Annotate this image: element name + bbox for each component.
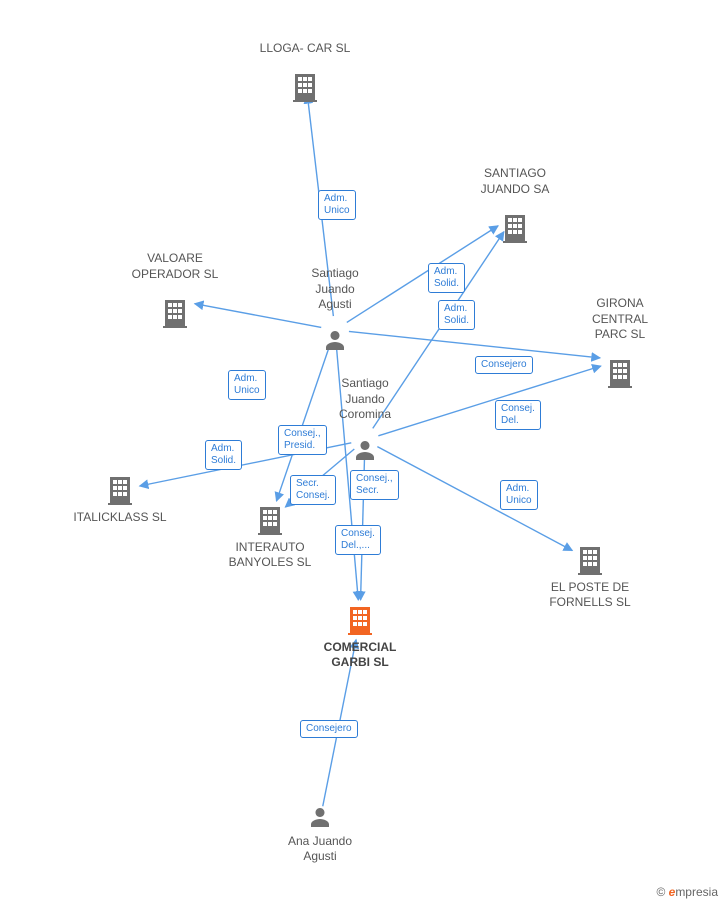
edge-label-s_agusti-lloga: Adm. Unico <box>318 190 356 220</box>
node-italick[interactable]: ITALICKLASS SL <box>60 475 180 525</box>
node-label: COMERCIAL GARBI SL <box>300 640 420 671</box>
copyright-symbol: © <box>656 885 665 899</box>
edge-label-s_coromina-garbi: Consej., Secr. <box>350 470 399 500</box>
node-elposte[interactable]: EL POSTE DE FORNELLS SL <box>530 545 650 611</box>
building-icon <box>161 298 189 328</box>
node-label: SANTIAGO JUANDO SA <box>455 166 575 197</box>
edge-label-s_agusti-valoare: Adm. Unico <box>228 370 266 400</box>
node-label: Santiago Juando Coromina <box>305 376 425 423</box>
node-garbi[interactable]: COMERCIAL GARBI SL <box>300 605 420 671</box>
edge-label-s_agusti-girona: Consejero <box>475 356 533 374</box>
diagram-canvas: LLOGA- CAR SL SANTIAGO JUANDO SA VALOARE… <box>0 0 728 905</box>
edge-label-s_coromina-interauto: Secr. Consej. <box>290 475 336 505</box>
footer-watermark: © empresia <box>656 885 718 899</box>
building-icon <box>256 505 284 535</box>
node-girona[interactable]: GIRONA CENTRAL PARC SL <box>560 296 680 393</box>
edge-label-s_coromina-elposte: Adm. Unico <box>500 480 538 510</box>
edge-label-s_coromina-girona: Consej. Del. <box>495 400 541 430</box>
building-icon <box>106 475 134 505</box>
person-icon <box>323 328 347 352</box>
node-valoare[interactable]: VALOARE OPERADOR SL <box>115 251 235 332</box>
person-icon <box>353 438 377 462</box>
node-label: ITALICKLASS SL <box>60 510 180 526</box>
node-s_agusti[interactable]: Santiago Juando Agusti <box>275 266 395 357</box>
edge-label-ana-garbi: Consejero <box>300 720 358 738</box>
node-label: LLOGA- CAR SL <box>245 41 365 57</box>
building-icon <box>576 545 604 575</box>
edge-label-s_coromina-santiago_sa: Adm. Solid. <box>438 300 475 330</box>
building-icon <box>291 72 319 102</box>
node-label: Ana Juando Agusti <box>260 834 380 865</box>
node-label: EL POSTE DE FORNELLS SL <box>530 580 650 611</box>
node-label: VALOARE OPERADOR SL <box>115 251 235 282</box>
node-label: INTERAUTO BANYOLES SL <box>210 540 330 571</box>
building-icon <box>501 213 529 243</box>
building-icon <box>606 358 634 388</box>
person-icon <box>308 805 332 829</box>
node-ana[interactable]: Ana Juando Agusti <box>260 805 380 865</box>
node-interauto[interactable]: INTERAUTO BANYOLES SL <box>210 505 330 571</box>
edge-label-s_agusti-interauto: Consej., Presid. <box>278 425 327 455</box>
node-santiago_sa[interactable]: SANTIAGO JUANDO SA <box>455 166 575 247</box>
edge-label-s_agusti-santiago_sa: Adm. Solid. <box>428 263 465 293</box>
node-label: GIRONA CENTRAL PARC SL <box>560 296 680 343</box>
node-label: Santiago Juando Agusti <box>275 266 395 313</box>
edge-label-s_agusti-garbi: Consej. Del.,... <box>335 525 381 555</box>
edge-label-s_coromina-italick: Adm. Solid. <box>205 440 242 470</box>
building-icon <box>346 605 374 635</box>
brand-rest: mpresia <box>675 885 718 899</box>
node-lloga[interactable]: LLOGA- CAR SL <box>245 41 365 107</box>
